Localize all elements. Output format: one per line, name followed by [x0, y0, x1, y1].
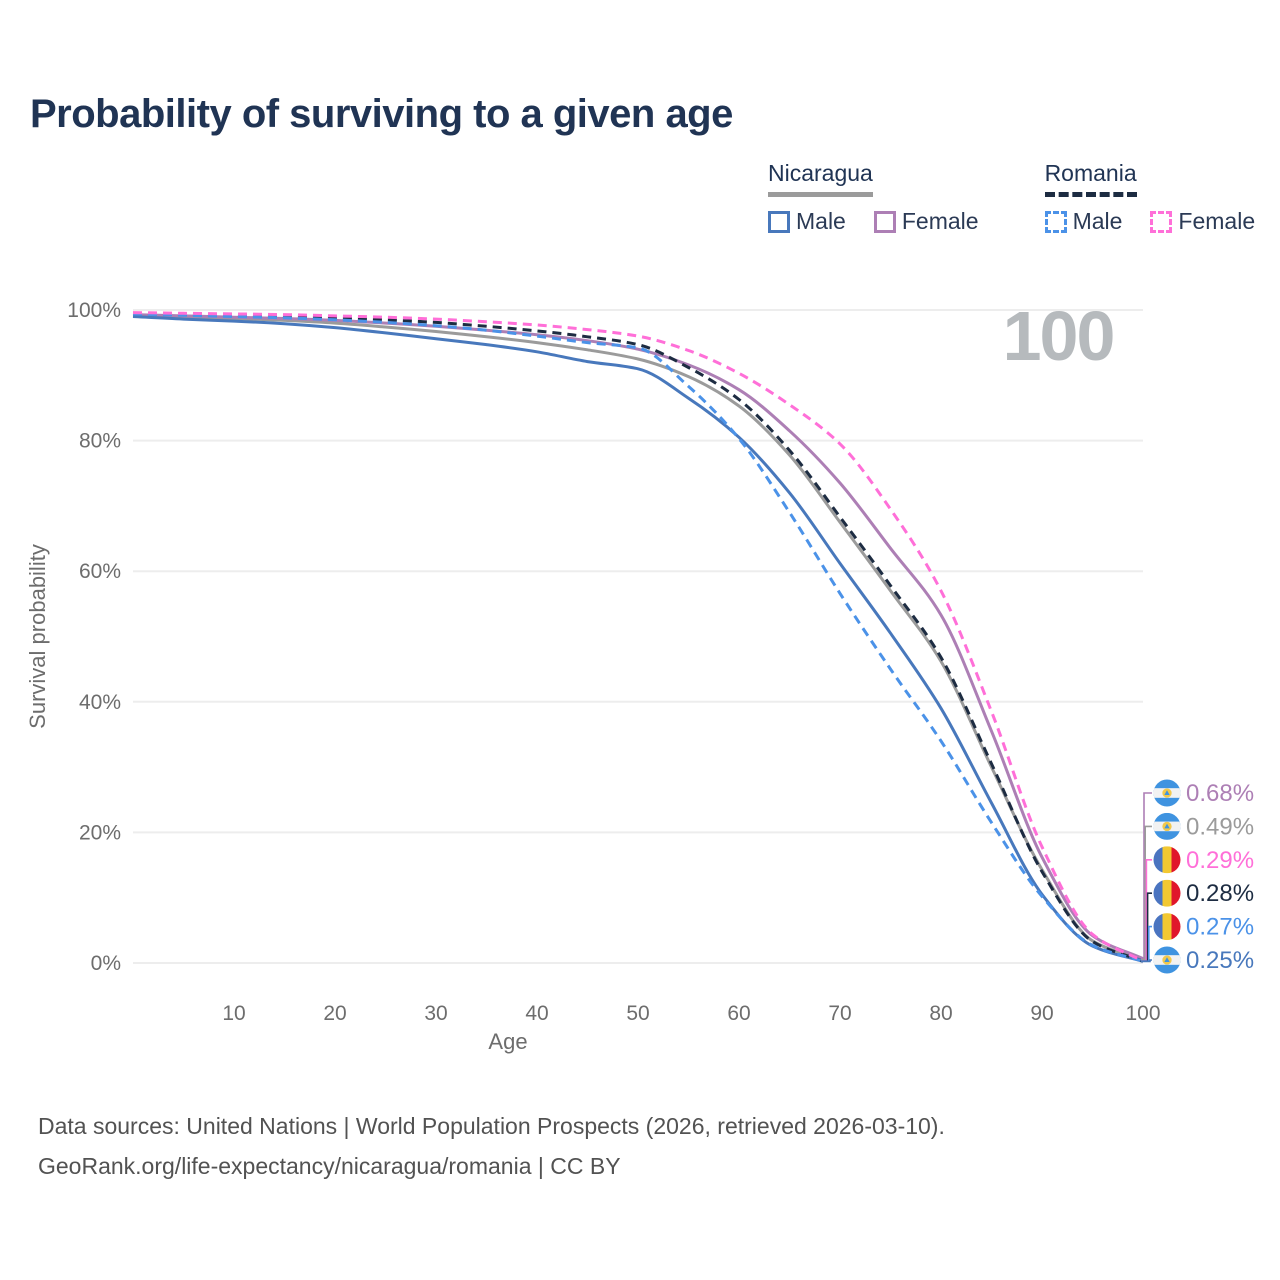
legend-group-nicaragua: Nicaragua Male Female [768, 160, 979, 235]
legend-item-label: Male [796, 208, 846, 234]
end-value-label-romania-female: 0.29% [1186, 847, 1254, 874]
end-value-label-nicaragua-both: 0.49% [1186, 813, 1254, 840]
attribution-link-text[interactable]: GeoRank.org/life-expectancy/nicaragua/ro… [38, 1153, 621, 1179]
page-title: Probability of surviving to a given age [30, 92, 733, 136]
chart-footer: Data sources: United Nations | World Pop… [38, 1106, 945, 1186]
end-label-connector [1141, 792, 1152, 960]
end-label-connector [1141, 959, 1152, 963]
data-sources-text: Data sources: United Nations | World Pop… [38, 1113, 945, 1139]
legend-item-label: Female [1178, 208, 1256, 234]
legend-item-label: Female [901, 208, 979, 234]
legend-group-romania: Romania Male Female [1044, 160, 1255, 235]
legend-header-nicaragua[interactable]: Nicaragua [768, 160, 873, 197]
end-value-label-nicaragua-female: 0.68% [1186, 780, 1254, 807]
series-line-nicaragua-female[interactable] [132, 313, 1144, 960]
y-tick-label: 20% [79, 821, 121, 844]
end-value-label-nicaragua-male: 0.25% [1186, 947, 1254, 974]
end-label-connector [1141, 859, 1152, 962]
y-tick-label: 80% [79, 430, 121, 453]
series-line-romania-female[interactable] [132, 311, 1144, 963]
y-tick-label: 0% [91, 952, 121, 975]
series-line-nicaragua-male[interactable] [132, 315, 1144, 963]
x-tick-label: 40 [525, 1002, 548, 1025]
series-line-nicaragua-both[interactable] [132, 313, 1144, 962]
legend-item-label: Male [1072, 208, 1123, 234]
series-line-romania-male[interactable] [132, 312, 1144, 963]
romania-flag-icon [1153, 879, 1181, 907]
legend-item-romania-female[interactable]: Female [1150, 208, 1255, 235]
legend-header-romania[interactable]: Romania [1044, 160, 1137, 197]
end-label-connector [1141, 825, 1152, 961]
x-tick-label: 60 [727, 1002, 750, 1025]
y-tick-label: 40% [79, 691, 121, 714]
x-axis-title: Age [488, 1029, 527, 1054]
chart-legend: Nicaragua Male Female Romania Male [768, 160, 1255, 235]
legend-item-romania-male[interactable]: Male [1044, 208, 1123, 235]
end-value-label-romania-both: 0.28% [1186, 880, 1254, 907]
x-tick-label: 50 [626, 1002, 649, 1025]
legend-item-nicaragua-male[interactable]: Male [768, 208, 846, 235]
romania-flag-icon [1153, 913, 1181, 941]
nicaragua-female-swatch-icon [873, 210, 896, 233]
nicaragua-flag-icon [1153, 946, 1181, 974]
end-value-label-romania-male: 0.27% [1186, 914, 1254, 941]
romania-female-swatch-icon [1150, 210, 1173, 233]
x-tick-label: 80 [929, 1002, 952, 1025]
y-tick-label: 100% [67, 299, 121, 322]
y-tick-label: 60% [79, 560, 121, 583]
x-tick-label: 10 [222, 1002, 245, 1025]
x-tick-label: 70 [828, 1002, 851, 1025]
series-line-romania-both[interactable] [132, 311, 1144, 963]
romania-flag-icon [1153, 846, 1181, 874]
y-axis-title: Survival probability [25, 544, 50, 729]
romania-male-swatch-icon [1044, 210, 1067, 233]
nicaragua-flag-icon [1153, 779, 1181, 807]
x-tick-label: 100 [1125, 1002, 1160, 1025]
survival-probability-chart: 0% 20% 40% 60% 80% 100% 10 20 30 40 50 60 70 80 90 100 A… [25, 299, 1254, 1054]
x-tick-label: 20 [323, 1002, 346, 1025]
nicaragua-flag-icon [1153, 812, 1181, 840]
legend-item-nicaragua-female[interactable]: Female [873, 208, 979, 235]
x-tick-label: 90 [1030, 1002, 1053, 1025]
age-counter-watermark: 100 [1002, 297, 1116, 375]
x-tick-label: 30 [424, 1002, 447, 1025]
nicaragua-male-swatch-icon [768, 210, 790, 233]
